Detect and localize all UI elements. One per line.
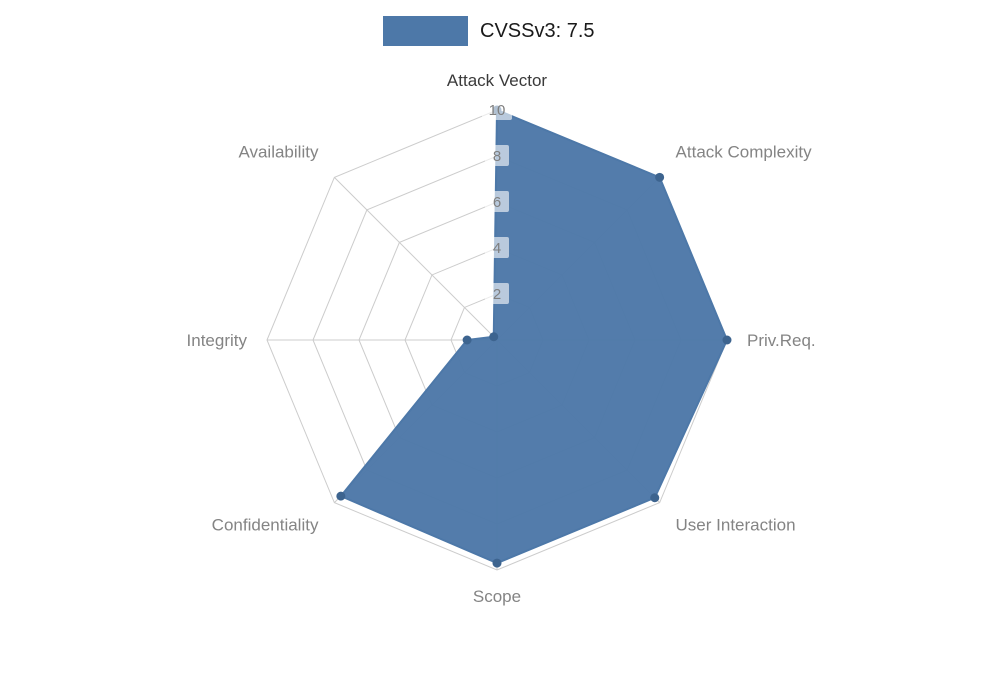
grid-spoke [334, 177, 498, 341]
axis-label-confidentiality: Confidentiality [212, 516, 319, 535]
axis-label-priv-req: Priv.Req. [747, 331, 816, 350]
axis-label-attack-vector: Attack Vector [447, 71, 547, 90]
legend-label: CVSSv3: 7.5 [480, 19, 595, 42]
axis-label-integrity: Integrity [187, 331, 248, 350]
radial-tick-label: 2 [493, 286, 501, 303]
radial-tick-label: 6 [493, 194, 501, 211]
legend-swatch [383, 16, 468, 46]
radial-tick-bg [485, 283, 509, 304]
axis-label-availability: Availability [238, 142, 319, 161]
axis-label-user-interaction: User Interaction [676, 516, 796, 535]
radar-series-marker[interactable] [722, 335, 732, 345]
radial-tick-label: 10 [489, 102, 506, 119]
radial-tick-bg [482, 99, 512, 120]
radar-series-marker[interactable] [492, 558, 502, 568]
radar-series-marker[interactable] [655, 172, 665, 182]
radial-tick-bg [485, 191, 509, 212]
radial-tick-label: 8 [493, 148, 501, 165]
legend[interactable]: CVSSv3: 7.5 [383, 16, 595, 46]
radar-series-marker[interactable] [650, 493, 660, 503]
radial-tick-bg [485, 145, 509, 166]
radar-series-marker[interactable] [462, 335, 472, 345]
radial-tick-bg [485, 237, 509, 258]
radar-series-marker[interactable] [489, 332, 499, 342]
radar-series-marker[interactable] [336, 491, 346, 501]
radar-series-polygon[interactable] [339, 109, 728, 565]
axis-label-scope: Scope [473, 587, 521, 606]
axis-label-attack-complexity: Attack Complexity [676, 142, 813, 161]
radial-tick-label: 4 [493, 240, 501, 257]
